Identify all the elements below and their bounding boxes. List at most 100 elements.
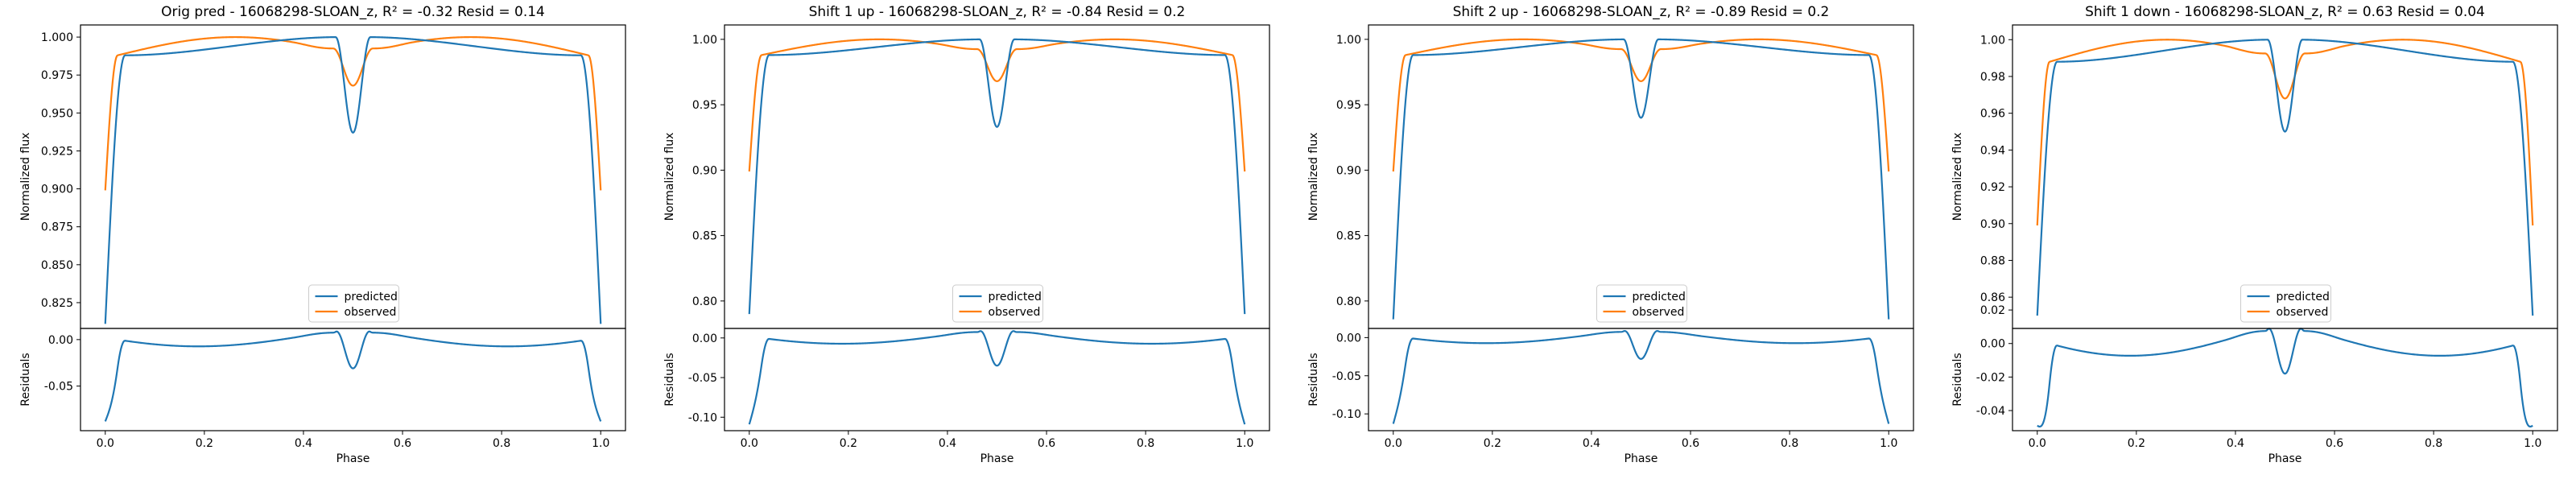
x-tick-label: 0.4 xyxy=(2227,437,2244,450)
y-tick-label: 0.825 xyxy=(41,297,73,310)
residual-axes-frame xyxy=(724,328,1270,431)
x-axis-label: Phase xyxy=(1624,452,1658,465)
y-tick-label: 0.88 xyxy=(1980,254,2005,267)
y-tick-label: 1.00 xyxy=(692,34,717,47)
x-tick-label: 1.0 xyxy=(1236,437,1253,450)
x-tick-label: 1.0 xyxy=(592,437,609,450)
y-tick-label: 0.90 xyxy=(1980,218,2005,231)
y-tick-label: 0.80 xyxy=(692,295,717,308)
legend: predicted observed xyxy=(2240,284,2331,323)
legend-box xyxy=(2240,284,2331,323)
y-tick-label: 1.00 xyxy=(1980,34,2005,47)
residual-line xyxy=(748,330,1246,425)
resid-y-tick-label: -0.04 xyxy=(1976,405,2005,418)
series-observed-line xyxy=(1392,38,1890,172)
x-tick-label: 0.2 xyxy=(840,437,857,450)
chart-title: Shift 1 down - 16068298-SLOAN_z, R² = 0.… xyxy=(2085,4,2485,20)
resid-y-tick-label: -0.05 xyxy=(1332,370,1361,383)
legend-box xyxy=(1596,284,1687,323)
x-tick-label: 0.0 xyxy=(741,437,758,450)
x-tick-label: 1.0 xyxy=(1880,437,1897,450)
subplot-2: Shift 1 up - 16068298-SLOAN_z, R² = -0.8… xyxy=(663,4,1270,465)
y-axis-label: Normalized flux xyxy=(19,133,32,221)
residual-axis-label: Residuals xyxy=(1307,353,1320,406)
legend-label-observed: observed xyxy=(1633,306,1685,319)
chart-title: Shift 2 up - 16068298-SLOAN_z, R² = -0.8… xyxy=(1453,4,1830,20)
y-tick-label: 0.975 xyxy=(41,69,73,82)
x-tick-label: 0.6 xyxy=(1682,437,1699,450)
x-tick-label: 0.8 xyxy=(493,437,510,450)
x-tick-label: 0.4 xyxy=(939,437,956,450)
resid-y-tick-label: 0.02 xyxy=(1980,304,2005,317)
y-tick-label: 0.98 xyxy=(1980,71,2005,84)
series-predicted-line xyxy=(104,35,602,324)
y-tick-label: 0.90 xyxy=(692,164,717,177)
y-tick-label: 0.925 xyxy=(41,145,73,158)
resid-y-tick-label: 0.00 xyxy=(1336,332,1361,345)
residual-axis-label: Residuals xyxy=(19,353,32,406)
resid-y-tick-label: 0.00 xyxy=(48,334,73,347)
subplot-3: Shift 2 up - 16068298-SLOAN_z, R² = -0.8… xyxy=(1307,4,1914,465)
series-observed-line xyxy=(2036,39,2534,226)
y-axis-label: Normalized flux xyxy=(1307,133,1320,221)
y-axis-label: Normalized flux xyxy=(663,133,676,221)
x-tick-label: 0.6 xyxy=(394,437,411,450)
y-tick-label: 1.00 xyxy=(1336,34,1361,47)
y-tick-label: 0.90 xyxy=(1336,164,1361,177)
y-tick-label: 0.94 xyxy=(1980,144,2005,157)
legend-label-predicted: predicted xyxy=(345,291,398,303)
resid-y-tick-label: 0.00 xyxy=(1980,338,2005,351)
y-tick-label: 0.850 xyxy=(41,259,73,272)
y-tick-label: 0.950 xyxy=(41,107,73,120)
resid-y-tick-label: -0.05 xyxy=(44,381,73,394)
y-axis-label: Normalized flux xyxy=(1951,133,1964,221)
x-tick-label: 1.0 xyxy=(2524,437,2541,450)
main-axes-frame xyxy=(724,24,1270,329)
y-tick-label: 0.900 xyxy=(41,184,73,196)
residual-line xyxy=(1392,329,1890,424)
y-tick-label: 0.96 xyxy=(1980,108,2005,121)
resid-y-tick-label: -0.02 xyxy=(1976,371,2005,384)
x-tick-label: 0.6 xyxy=(1038,437,1055,450)
legend-label-predicted: predicted xyxy=(2277,291,2330,303)
legend: predicted observed xyxy=(952,284,1043,323)
legend-box xyxy=(308,284,399,323)
x-tick-label: 0.0 xyxy=(97,437,114,450)
y-tick-label: 1.000 xyxy=(41,31,73,44)
y-tick-label: 0.875 xyxy=(41,221,73,234)
legend-label-observed: observed xyxy=(345,306,397,319)
resid-y-tick-label: 0.00 xyxy=(692,332,717,345)
series-observed-line xyxy=(748,38,1246,172)
main-axes-frame xyxy=(2012,24,2558,329)
legend: predicted observed xyxy=(1596,284,1687,323)
y-tick-label: 0.86 xyxy=(1980,291,2005,304)
x-axis-label: Phase xyxy=(2268,452,2302,465)
legend-label-predicted: predicted xyxy=(989,291,1042,303)
residual-axes-frame xyxy=(1368,328,1914,431)
x-tick-label: 0.0 xyxy=(1385,437,1402,450)
subplot-1: Orig pred - 16068298-SLOAN_z, R² = -0.32… xyxy=(19,4,626,465)
residual-axis-label: Residuals xyxy=(663,353,676,406)
x-tick-label: 0.2 xyxy=(1484,437,1501,450)
legend-box xyxy=(952,284,1043,323)
residual-line xyxy=(104,330,602,422)
x-tick-label: 0.0 xyxy=(2029,437,2046,450)
y-tick-label: 0.92 xyxy=(1980,181,2005,194)
main-axes-frame xyxy=(1368,24,1914,329)
residual-axes-frame xyxy=(80,328,626,431)
resid-y-tick-label: -0.05 xyxy=(688,372,717,385)
legend-label-observed: observed xyxy=(2277,306,2329,319)
legend-label-predicted: predicted xyxy=(1633,291,1686,303)
legend: predicted observed xyxy=(308,284,399,323)
x-axis-label: Phase xyxy=(980,452,1014,465)
x-tick-label: 0.6 xyxy=(2326,437,2343,450)
series-predicted-line xyxy=(1392,38,1890,320)
x-tick-label: 0.4 xyxy=(295,437,312,450)
chart-title: Orig pred - 16068298-SLOAN_z, R² = -0.32… xyxy=(161,4,545,20)
x-axis-label: Phase xyxy=(336,452,370,465)
subplot-4: Shift 1 down - 16068298-SLOAN_z, R² = 0.… xyxy=(1951,4,2558,465)
x-tick-label: 0.2 xyxy=(196,437,213,450)
y-tick-label: 0.80 xyxy=(1336,295,1361,308)
residual-axes-frame xyxy=(2012,328,2558,431)
